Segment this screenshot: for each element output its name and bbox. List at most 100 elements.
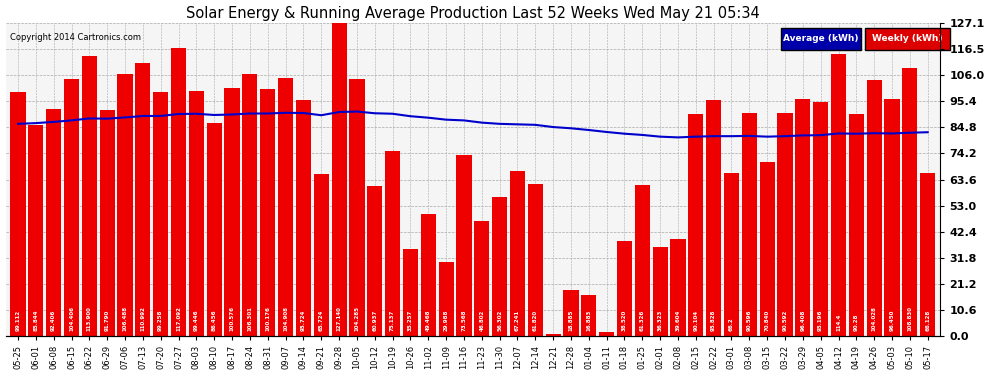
Bar — [82, 56, 97, 336]
Bar — [831, 54, 846, 336]
Text: 91.790: 91.790 — [105, 310, 110, 331]
Text: 96.450: 96.450 — [889, 310, 895, 331]
Bar — [545, 334, 560, 336]
Text: 104.908: 104.908 — [283, 306, 288, 331]
Text: 46.802: 46.802 — [479, 310, 484, 331]
Text: 104.028: 104.028 — [871, 306, 877, 331]
Bar — [848, 114, 864, 336]
Text: 73.568: 73.568 — [461, 310, 466, 331]
Bar — [278, 78, 293, 336]
Bar — [153, 92, 168, 336]
Text: 90.592: 90.592 — [782, 310, 787, 331]
Bar — [243, 74, 257, 336]
Text: 67.241: 67.241 — [515, 310, 520, 331]
Text: 56.302: 56.302 — [497, 310, 502, 331]
Text: 90.28: 90.28 — [853, 314, 859, 331]
Text: 60.937: 60.937 — [372, 310, 377, 331]
Text: 113.900: 113.900 — [87, 306, 92, 331]
Text: 61.820: 61.820 — [533, 310, 538, 331]
Title: Solar Energy & Running Average Production Last 52 Weeks Wed May 21 05:34: Solar Energy & Running Average Productio… — [186, 6, 759, 21]
Bar — [367, 186, 382, 336]
Text: 99.112: 99.112 — [16, 310, 21, 331]
Text: 39.604: 39.604 — [675, 310, 680, 331]
FancyBboxPatch shape — [781, 28, 860, 50]
Text: 106.301: 106.301 — [248, 306, 252, 331]
Text: 36.323: 36.323 — [657, 310, 662, 331]
Bar — [884, 99, 900, 336]
Text: 90.596: 90.596 — [746, 310, 751, 331]
Bar — [635, 185, 649, 336]
Bar — [421, 214, 436, 336]
Text: 100.176: 100.176 — [265, 306, 270, 331]
Bar — [599, 332, 614, 336]
Bar — [225, 88, 240, 336]
Text: 61.326: 61.326 — [640, 310, 644, 331]
Bar — [706, 100, 722, 336]
Bar — [64, 79, 79, 336]
Bar — [136, 63, 150, 336]
Text: 29.988: 29.988 — [444, 310, 448, 331]
Bar — [652, 247, 667, 336]
Bar — [670, 238, 685, 336]
Bar — [118, 74, 133, 336]
Bar — [260, 89, 275, 336]
Text: 90.104: 90.104 — [693, 310, 698, 331]
Bar — [385, 151, 400, 336]
Bar — [456, 155, 471, 336]
Bar — [777, 113, 793, 336]
Bar — [563, 290, 578, 336]
Text: 35.257: 35.257 — [408, 310, 413, 331]
Bar — [759, 162, 775, 336]
Text: 75.137: 75.137 — [390, 310, 395, 331]
Text: 99.258: 99.258 — [158, 310, 163, 331]
Bar — [866, 80, 882, 336]
Bar — [742, 113, 757, 336]
Text: 117.092: 117.092 — [176, 306, 181, 331]
Bar — [510, 171, 525, 336]
Text: 18.885: 18.885 — [568, 310, 573, 331]
Bar — [439, 262, 453, 336]
Bar — [296, 100, 311, 336]
Text: 66.2: 66.2 — [729, 318, 734, 331]
Text: 108.830: 108.830 — [908, 306, 913, 331]
Bar — [795, 99, 811, 336]
Text: 66.128: 66.128 — [926, 310, 931, 331]
Bar — [189, 91, 204, 336]
Text: 104.406: 104.406 — [69, 306, 74, 331]
Text: 96.408: 96.408 — [800, 310, 805, 331]
Bar — [314, 174, 329, 336]
Bar — [29, 125, 44, 336]
Text: 127.140: 127.140 — [337, 306, 342, 331]
Bar — [920, 173, 936, 336]
Bar — [11, 92, 26, 336]
Text: 100.576: 100.576 — [230, 306, 235, 331]
Text: Weekly (kWh): Weekly (kWh) — [872, 34, 942, 43]
Bar — [902, 68, 918, 336]
Text: 95.724: 95.724 — [301, 310, 306, 331]
Text: 85.844: 85.844 — [34, 310, 39, 331]
Text: 70.840: 70.840 — [764, 310, 769, 331]
Bar — [171, 48, 186, 336]
Bar — [492, 198, 507, 336]
Bar — [724, 173, 740, 336]
Bar — [617, 241, 632, 336]
Text: Copyright 2014 Cartronics.com: Copyright 2014 Cartronics.com — [10, 33, 142, 42]
Bar — [47, 109, 61, 336]
Text: Average (kWh): Average (kWh) — [783, 34, 858, 43]
Text: 110.992: 110.992 — [141, 306, 146, 331]
Bar — [403, 249, 418, 336]
Text: 99.446: 99.446 — [194, 310, 199, 331]
Text: 114.4: 114.4 — [836, 314, 841, 331]
Bar — [688, 114, 703, 336]
Bar — [581, 295, 596, 336]
Bar — [207, 123, 222, 336]
Text: 38.520: 38.520 — [622, 310, 627, 331]
Text: 16.883: 16.883 — [586, 310, 591, 331]
Bar — [349, 79, 364, 336]
Bar — [332, 23, 346, 336]
Text: 106.488: 106.488 — [123, 306, 128, 331]
Bar — [813, 102, 829, 336]
FancyBboxPatch shape — [865, 28, 949, 50]
Text: 95.196: 95.196 — [818, 310, 823, 331]
Text: 92.406: 92.406 — [51, 310, 56, 331]
